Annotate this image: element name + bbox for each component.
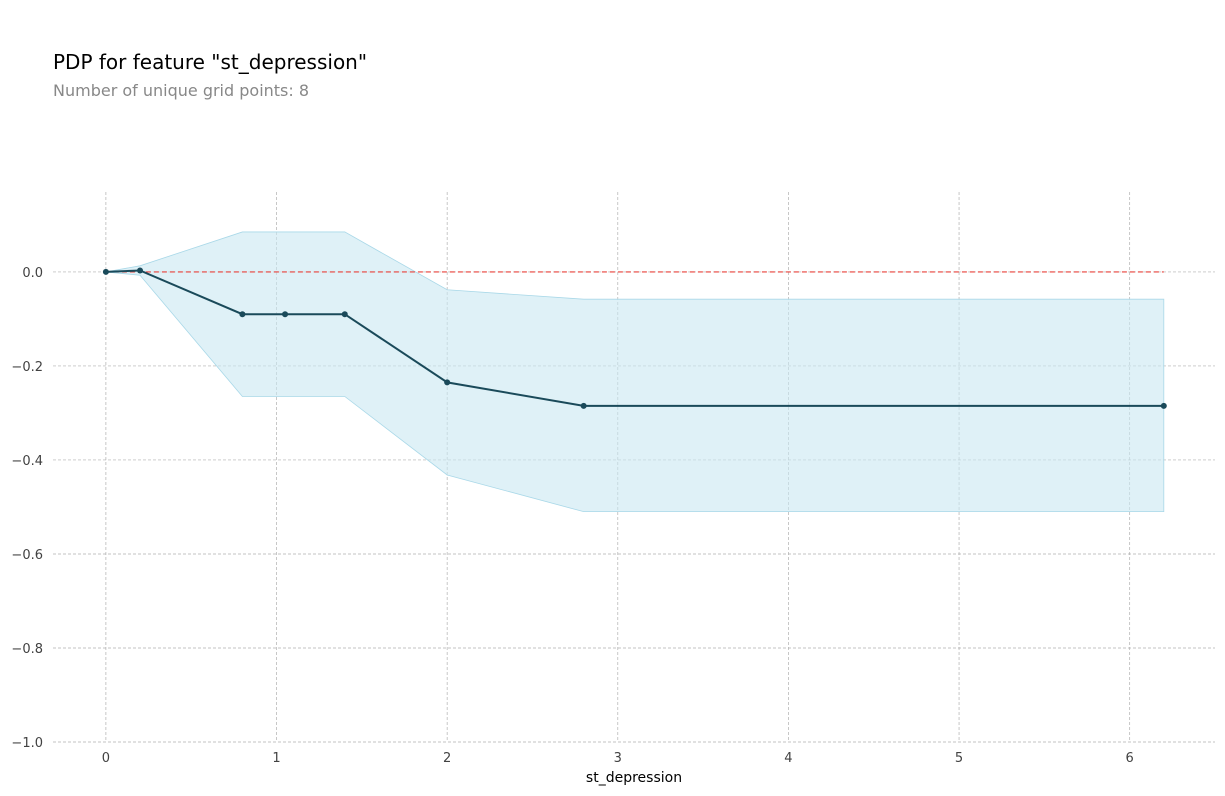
x-tick-label: 4: [784, 751, 792, 766]
y-tick-label: −0.4: [11, 454, 43, 469]
tick-labels: 0 1 2 3 4 5 6 0.0 −0.2 −0.4 −0.6 −0.8 −1.0: [11, 266, 1133, 766]
pdp-point: [282, 311, 289, 318]
pdp-point: [444, 379, 451, 386]
x-tick-label: 6: [1126, 751, 1134, 766]
pdp-point: [239, 311, 246, 318]
pdp-series-line: [105, 269, 1164, 407]
pdp-points: [102, 267, 1167, 409]
pdp-point: [137, 267, 144, 274]
y-tick-label: −0.6: [11, 548, 43, 563]
pdp-point: [580, 402, 587, 409]
y-tick-label: −1.0: [11, 736, 43, 751]
chart-title: PDP for feature "st_depression": [53, 50, 368, 74]
confidence-band-area: [105, 231, 1165, 513]
y-tick-label: −0.2: [11, 360, 43, 375]
x-tick-label: 3: [614, 751, 622, 766]
chart-subtitle: Number of unique grid points: 8: [53, 81, 310, 100]
x-axis-label: st_depression: [586, 770, 682, 786]
x-tick-label: 2: [443, 751, 451, 766]
x-tick-label: 1: [272, 751, 280, 766]
confidence-band: [105, 231, 1165, 513]
pdp-point: [102, 268, 109, 275]
y-tick-label: 0.0: [22, 266, 43, 281]
pdp-point: [341, 311, 348, 318]
y-tick-label: −0.8: [11, 642, 43, 657]
pdp-line: [105, 269, 1164, 407]
x-tick-label: 0: [102, 751, 110, 766]
pdp-point: [1160, 402, 1167, 409]
x-tick-label: 5: [955, 751, 963, 766]
